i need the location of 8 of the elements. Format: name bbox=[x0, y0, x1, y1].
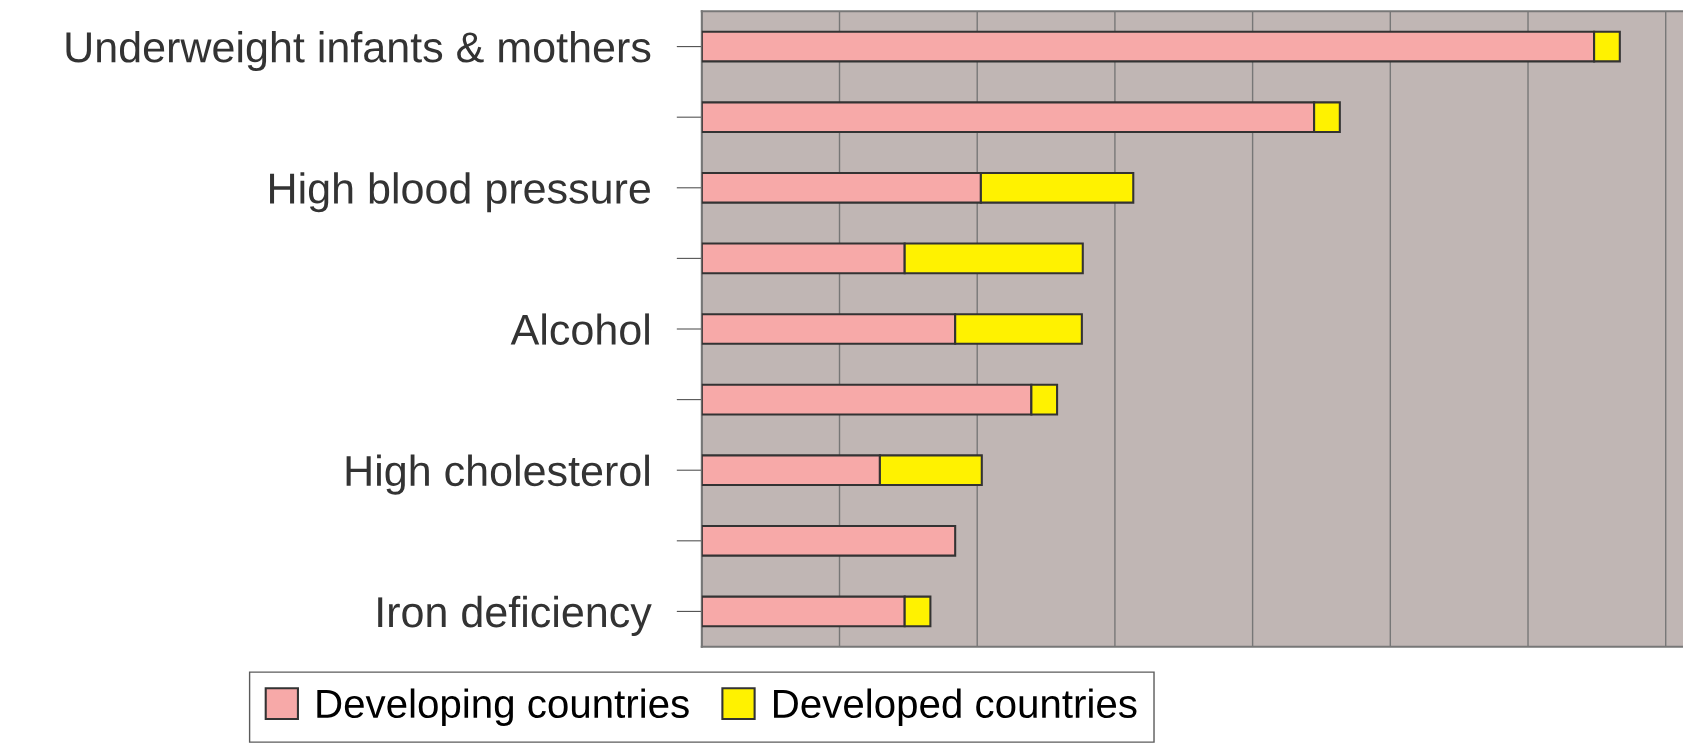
legend-label: Developing countries bbox=[317, 688, 689, 727]
y-tick-label: Alcohol bbox=[510, 313, 649, 346]
y-tick-label: Underweight infants & mothers bbox=[66, 30, 651, 72]
y-tick-label: High blood pressure bbox=[270, 172, 650, 213]
y-tick-label: High cholesterol bbox=[346, 454, 649, 495]
y-tick-label: Iron deficiency bbox=[378, 595, 652, 636]
bar bbox=[701, 524, 957, 557]
legend-label: Developed countries bbox=[774, 688, 1137, 727]
